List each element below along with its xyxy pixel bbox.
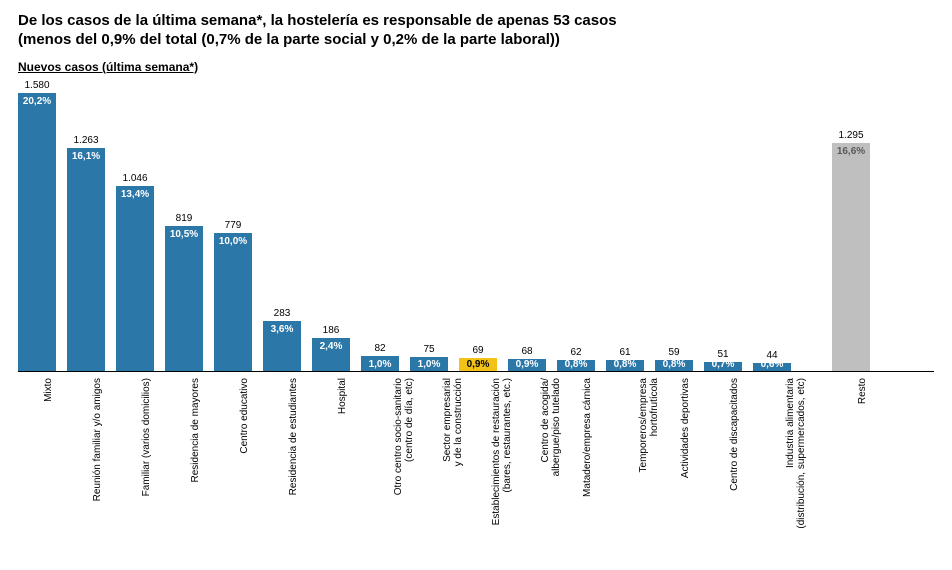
bar-slot: 68 0,9% (508, 93, 546, 371)
bar (165, 226, 203, 370)
category-label: Resto (857, 378, 868, 548)
category-label: Centro educativo (239, 378, 250, 548)
category-label: Residencia de estudiantes (288, 378, 299, 548)
bar-pct-label: 0,8% (655, 359, 693, 370)
bar (832, 143, 870, 371)
bar-value-label: 82 (361, 343, 399, 354)
bar (116, 186, 154, 370)
bar-pct-label: 20,2% (18, 96, 56, 107)
bar-value-label: 186 (312, 325, 350, 336)
bar-value-label: 283 (263, 308, 301, 319)
bar (18, 93, 56, 371)
bar-pct-label: 13,4% (116, 189, 154, 200)
category-label: Reunión familiar y/o amigos (92, 378, 103, 548)
bar-slot: 186 2,4% (312, 93, 350, 371)
bar-slot: 82 1,0% (361, 93, 399, 371)
bar-pct-label: 0,7% (704, 359, 742, 370)
bar-pct-label: 0,9% (508, 359, 546, 370)
bar-slot: 510,7% (704, 93, 742, 371)
bar-pct-label: 16,6% (832, 146, 870, 157)
bar (67, 148, 105, 370)
bar-pct-label: 0,8% (606, 359, 644, 370)
category-label: Establecimientos de restauración(bares, … (491, 378, 513, 548)
chart-title: De los casos de la última semana*, la ho… (18, 12, 934, 50)
bar-slot: 610,8% (606, 93, 644, 371)
bar-slot: 779 10,0% (214, 93, 252, 371)
bar-slot: 1.263 16,1% (67, 93, 105, 371)
bar-value-label: 69 (459, 345, 497, 356)
plot-area: 1.58020,2% 1.263 16,1% 1.046 13,4% 819 10,5% 77… (18, 94, 934, 372)
category-label: Actividades deportivas (680, 378, 691, 548)
bar-pct-label: 0,6% (753, 359, 791, 370)
category-label: Centro de discapacitados (729, 378, 740, 548)
bar-pct-label: 3,6% (263, 324, 301, 335)
bar-pct-label: 0,8% (557, 359, 595, 370)
bar-pct-label: 0,9% (459, 359, 497, 370)
bar-value-label: 59 (655, 347, 693, 358)
bar-slot: 1.295 16,6% (832, 93, 870, 371)
category-label: Mixto (43, 378, 54, 548)
bar-chart: 1.58020,2%1.26316,1%1.04613,4%81910,5%77… (18, 80, 934, 550)
bar-value-label: 1.295 (832, 130, 870, 141)
bar-pct-label: 16,1% (67, 151, 105, 162)
bar-slot: 69 0,9% (459, 93, 497, 371)
category-label: Centro de acogida/albergue/piso tutelado (540, 378, 562, 548)
bar (214, 233, 252, 370)
bar-value-label: 68 (508, 346, 546, 357)
category-label: Familiar (varios domicilios) (141, 378, 152, 548)
bar-pct-label: 1,0% (361, 359, 399, 370)
title-line-2: (menos del 0,9% del total (0,7% de la pa… (18, 31, 560, 48)
bar-pct-label: 1,0% (410, 359, 448, 370)
bar-slot: 1.046 13,4% (116, 93, 154, 371)
bar-value-label: 779 (214, 220, 252, 231)
category-label: Otro centro socio-sanitario(centro de dí… (393, 378, 415, 548)
bar-slot: 590,8% (655, 93, 693, 371)
bar-value-label: 1.263 (67, 135, 105, 146)
category-label: Temporeros/empresahortofrutícola (638, 378, 660, 548)
bar-value-label: 819 (165, 213, 203, 224)
category-label: Matadero/empresa cárnica (582, 378, 593, 548)
bar-pct-label: 10,0% (214, 236, 252, 247)
bar-value-label: 1.580 (18, 80, 56, 91)
bar-value-label: 61 (606, 347, 644, 358)
category-label: Residencia de mayores (190, 378, 201, 548)
bar-value-label: 1.046 (116, 173, 154, 184)
chart-subtitle: Nuevos casos (última semana*) (18, 60, 934, 74)
bar-slot: 819 10,5% (165, 93, 203, 371)
bar-value-label: 75 (410, 344, 448, 355)
category-label: Industria alimentaria(distribución, supe… (785, 378, 807, 548)
bar-slot: 1.58020,2% (18, 93, 56, 371)
category-label: Sector empresarialy de la construcción (442, 378, 464, 548)
bar-slot: 440,6% (753, 93, 791, 371)
bar-slot: 620,8% (557, 93, 595, 371)
bar-slot: 75 1,0% (410, 93, 448, 371)
title-line-1: De los casos de la última semana*, la ho… (18, 12, 617, 29)
bar-pct-label: 10,5% (165, 229, 203, 240)
bar-value-label: 62 (557, 347, 595, 358)
bar-slot: 283 3,6% (263, 93, 301, 371)
bar-pct-label: 2,4% (312, 341, 350, 352)
category-label: Hospital (337, 378, 348, 548)
